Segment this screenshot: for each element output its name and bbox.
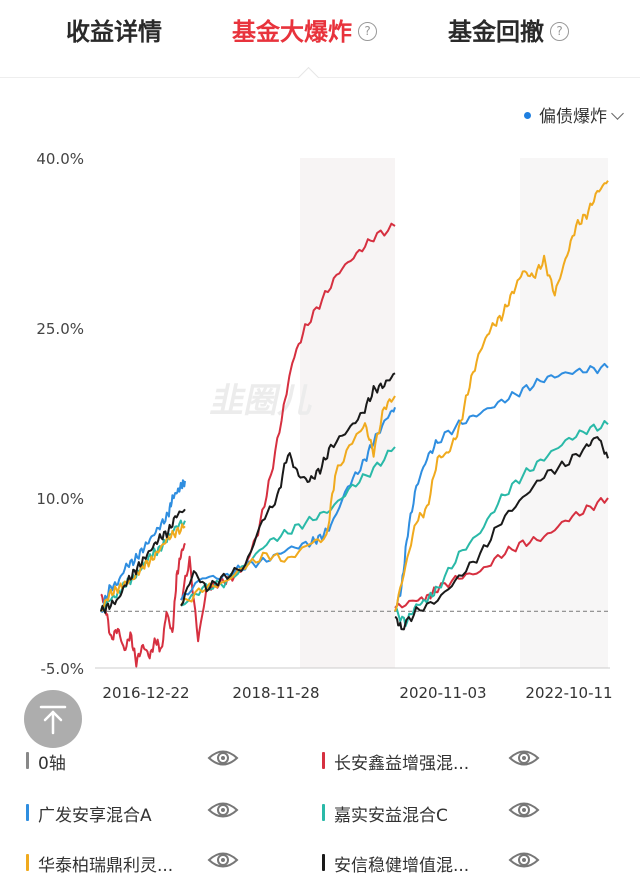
legend-item[interactable]: 长安鑫益增强混... (322, 746, 612, 776)
visibility-eye-icon[interactable] (507, 798, 541, 822)
back-to-top-button[interactable] (24, 690, 82, 748)
legend-label: 安信稳健增值混... (334, 856, 470, 876)
legend-color-swatch (322, 854, 325, 871)
legend-label: 广发安享混合A (38, 806, 152, 826)
series-line-5 (394, 436, 609, 631)
category-dropdown[interactable]: 偏债爆炸 (524, 102, 624, 127)
legend-label: 华泰柏瑞鼎利灵... (38, 856, 174, 876)
visibility-eye-icon[interactable] (507, 746, 541, 770)
tab-fund-drawdown[interactable]: 基金回撤? (448, 12, 569, 47)
legend-item[interactable]: 华泰柏瑞鼎利灵... (26, 848, 316, 878)
legend-color-swatch (322, 752, 325, 769)
x-tick-label: 2020-11-03 (399, 684, 486, 702)
tab-bar: 收益详情 基金大爆炸? 基金回撤? (0, 0, 640, 70)
series-line-2 (394, 362, 609, 612)
tab-fund-explosion[interactable]: 基金大爆炸? (232, 12, 377, 47)
legend-label: 0轴 (38, 754, 66, 774)
visibility-eye-icon[interactable] (206, 746, 240, 770)
y-tick-label: 10.0% (36, 490, 84, 508)
series-line-5 (100, 508, 186, 614)
legend-color-swatch (26, 752, 29, 769)
series-line-4 (100, 523, 186, 613)
chevron-down-icon (611, 107, 624, 120)
series-line-5 (180, 372, 396, 607)
fund-line-chart: 40.0% 25.0% 10.0% -5.0% 2016-12-22 2018-11-28… (36, 150, 612, 702)
legend-color-swatch (322, 804, 325, 821)
period-shade (520, 158, 608, 668)
legend-label: 长安鑫益增强混... (334, 754, 470, 774)
legend-item[interactable]: 嘉实安益混合C (322, 798, 612, 828)
legend-label: 嘉实安益混合C (334, 806, 448, 826)
x-tick-label: 2016-12-22 (102, 684, 189, 702)
y-tick-label: 40.0% (36, 150, 84, 168)
category-label: 偏债爆炸 (539, 107, 607, 127)
help-icon[interactable]: ? (358, 21, 377, 41)
active-tab-indicator (297, 66, 320, 89)
tab-label: 收益详情 (66, 18, 162, 46)
watermark-logo: 韭圈儿 (207, 381, 317, 421)
category-dot-icon (524, 111, 531, 119)
visibility-eye-icon[interactable] (206, 848, 240, 872)
legend-item[interactable]: 0轴 (26, 746, 316, 776)
tab-label: 基金回撤 (448, 18, 544, 46)
series-line-1 (180, 222, 396, 643)
tab-income-details[interactable]: 收益详情 (66, 12, 162, 47)
series-line-3 (394, 420, 609, 627)
tab-divider (0, 77, 640, 78)
legend-item[interactable]: 安信稳健增值混... (322, 848, 612, 878)
help-icon[interactable]: ? (550, 21, 569, 41)
period-shade (300, 158, 395, 668)
series-line-2 (100, 479, 186, 613)
y-tick-label: 25.0% (36, 320, 84, 338)
legend-item[interactable]: 广发安享混合A (26, 798, 316, 828)
x-tick-label: 2022-10-11 (525, 684, 612, 702)
visibility-eye-icon[interactable] (507, 848, 541, 872)
legend-color-swatch (26, 854, 29, 871)
visibility-eye-icon[interactable] (206, 798, 240, 822)
y-tick-label: -5.0% (40, 660, 84, 678)
series-line-1 (100, 542, 186, 668)
x-tick-label: 2018-11-28 (232, 684, 319, 702)
arrow-up-icon (39, 705, 67, 735)
legend-color-swatch (26, 804, 29, 821)
tab-label: 基金大爆炸 (232, 18, 352, 46)
series-line-3 (180, 446, 396, 607)
series-line-4 (394, 180, 609, 612)
series-line-4 (180, 395, 396, 607)
